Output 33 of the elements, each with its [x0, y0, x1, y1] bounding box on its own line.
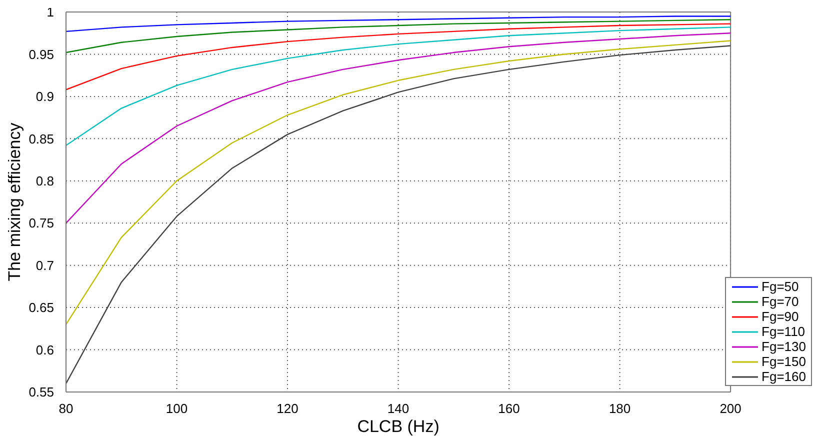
y-tick-label: 0.9: [36, 89, 54, 104]
y-tick-label: 0.55: [28, 384, 54, 400]
y-tick-label: 0.8: [36, 174, 54, 189]
x-tick-label: 160: [498, 401, 520, 416]
line-series: [66, 45, 731, 384]
y-tick-label: 1: [46, 4, 54, 20]
line-series: [66, 19, 731, 54]
y-tick-label: 0.7: [36, 258, 54, 273]
y-tick-label: 0.65: [28, 300, 54, 316]
y-tick-label: 0.6: [36, 342, 54, 358]
legend-label: Fg=50: [762, 279, 799, 294]
line-series: [66, 16, 731, 32]
y-tick-label: 0.95: [28, 46, 54, 62]
x-tick-label: 80: [58, 401, 74, 416]
x-tick-label: 140: [387, 401, 410, 416]
line-series: [66, 32, 731, 224]
line-series: [66, 23, 731, 90]
x-axis-title: CLCB (Hz): [357, 417, 440, 436]
x-tick-label: 200: [720, 401, 742, 416]
x-tick-label: 180: [608, 401, 631, 416]
legend-label: Fg=110: [762, 324, 806, 339]
legend-label: Fg=160: [762, 369, 806, 384]
y-tick-label: 0.85: [28, 131, 54, 146]
legend-label: Fg=130: [762, 339, 806, 354]
legend-label: Fg=150: [762, 354, 806, 369]
y-axis-title: The mixing efficiency: [5, 122, 24, 282]
legend-label: Fg=70: [762, 294, 799, 309]
line-series: [66, 26, 731, 146]
x-tick-label: 120: [276, 401, 298, 416]
line-series: [66, 40, 731, 326]
y-tick-label: 0.75: [28, 216, 54, 231]
legend-label: Fg=90: [762, 309, 799, 324]
x-tick-label: 100: [166, 401, 188, 416]
